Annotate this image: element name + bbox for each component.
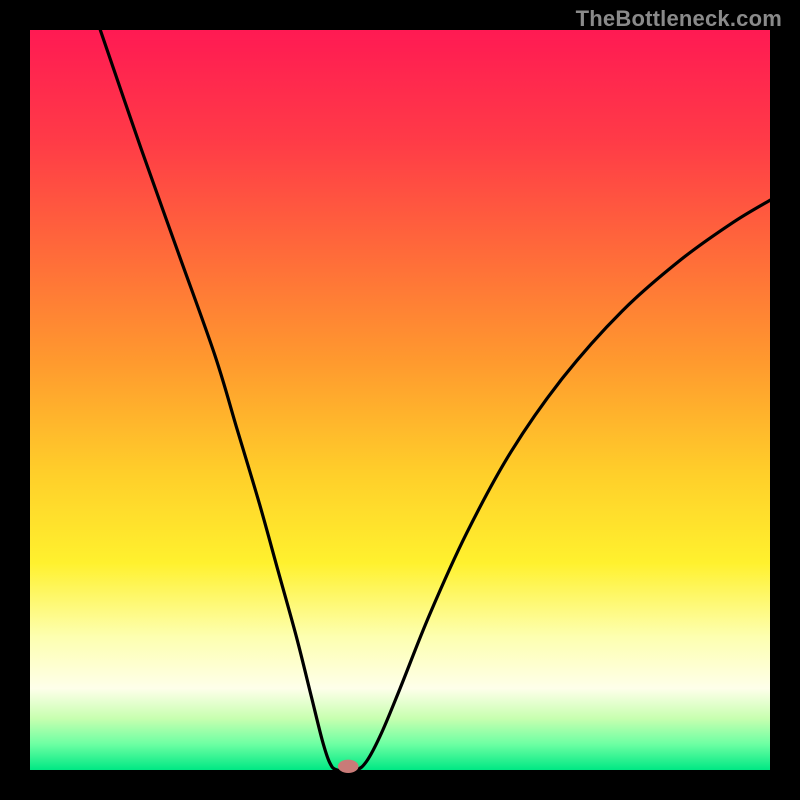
plot-background bbox=[30, 30, 770, 770]
watermark-text: TheBottleneck.com bbox=[576, 6, 782, 32]
chart-frame: TheBottleneck.com bbox=[0, 0, 800, 800]
minimum-marker bbox=[338, 760, 359, 773]
bottleneck-curve-chart bbox=[0, 0, 800, 800]
